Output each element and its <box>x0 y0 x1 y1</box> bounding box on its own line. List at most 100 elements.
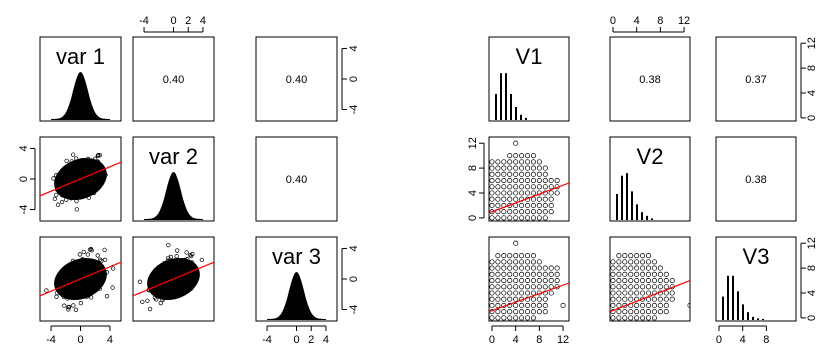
scatter-point <box>507 190 513 196</box>
scatter-point <box>58 178 64 183</box>
x-tick-label: 2 <box>185 15 191 27</box>
scatter-point <box>645 259 652 265</box>
scatter-point <box>513 140 519 146</box>
scatter-point <box>96 153 101 158</box>
scatter-point <box>168 254 173 260</box>
scatter-point <box>507 278 513 284</box>
scatter-point <box>77 252 82 257</box>
scatter-point <box>524 265 531 271</box>
scatter-point <box>610 278 616 284</box>
scatter-point <box>536 159 542 165</box>
scatter-point <box>519 271 525 277</box>
scatter-point <box>640 259 646 265</box>
scatter-point <box>542 165 548 171</box>
scatter-point <box>95 253 100 258</box>
scatter-point <box>542 302 548 308</box>
scatter-point <box>54 290 60 296</box>
x-tick-label: 12 <box>678 15 690 27</box>
scatter-point <box>519 302 525 308</box>
scatter-point <box>634 259 640 265</box>
scatter-point <box>651 265 657 271</box>
scatter-point <box>495 190 501 196</box>
correlation-value: 0.40 <box>163 74 184 86</box>
scatter-point <box>513 253 519 259</box>
scatter-point <box>95 159 100 164</box>
scatter-point <box>513 215 519 221</box>
y-tick-label: 0 <box>806 115 818 121</box>
density-curve <box>267 272 326 320</box>
scatter-point <box>181 275 186 280</box>
scatter-point <box>137 279 143 284</box>
scatter-point <box>55 202 61 207</box>
scatter-point <box>507 153 513 159</box>
scatter-point <box>554 265 560 271</box>
panel-2-2 <box>267 272 326 320</box>
scatter-point <box>519 259 525 265</box>
scatter-point <box>554 271 560 277</box>
scatter-point <box>91 280 97 286</box>
scatter-point <box>489 178 495 184</box>
scatter-point <box>199 257 205 263</box>
scatter-point <box>519 165 525 171</box>
scatter-point <box>89 278 94 283</box>
scatter-point <box>85 252 90 257</box>
scatter-point <box>185 257 190 262</box>
scatter-point <box>153 280 158 285</box>
scatter-point <box>616 253 622 259</box>
scatter-point <box>62 303 67 308</box>
scatter-point <box>71 175 76 180</box>
scatter-point <box>622 265 628 271</box>
scatter-point <box>610 315 616 321</box>
x-tick-label: 8 <box>657 15 663 27</box>
y-tick-label: 4 <box>18 145 30 151</box>
scatter-point <box>501 278 507 284</box>
scatter-point <box>657 309 663 315</box>
scatter-point <box>501 159 507 165</box>
scatter-point <box>530 253 536 259</box>
variable-label: var 2 <box>149 144 198 169</box>
scatter-point <box>495 278 501 284</box>
scatter-point <box>640 278 646 284</box>
scatter-point <box>519 184 525 190</box>
scatter-point <box>64 158 69 163</box>
scatter-point <box>536 309 542 315</box>
scatter-point <box>84 289 89 294</box>
scatter-point <box>69 159 74 164</box>
scatter-point <box>616 296 622 302</box>
scatter-point <box>507 309 513 315</box>
scatter-point <box>179 260 185 265</box>
scatter-point <box>495 159 501 165</box>
scatter-point <box>554 190 560 196</box>
scatter-point <box>74 207 80 212</box>
scatter-point <box>507 290 513 296</box>
scatter-point <box>176 291 181 296</box>
scatter-point <box>99 258 104 264</box>
y-tick-label: 4 <box>806 290 818 296</box>
scatter-point <box>81 262 86 267</box>
scatter-point <box>616 271 622 277</box>
scatter-point <box>507 259 513 265</box>
scatter-point <box>92 156 98 161</box>
scatter-point <box>536 184 542 190</box>
scatter-point <box>158 300 163 306</box>
scatter-point <box>54 173 59 178</box>
scatter-point <box>69 169 74 174</box>
scatter-point <box>542 265 548 271</box>
scatter-point <box>560 302 566 308</box>
scatter-point <box>495 196 501 202</box>
scatter-point <box>524 253 531 259</box>
scatter-point <box>536 215 542 221</box>
y-tick-label: 4 <box>467 190 479 196</box>
y-tick-label: 0 <box>18 176 30 182</box>
scatter-point <box>634 315 640 321</box>
scatter-point <box>519 215 525 221</box>
scatter-point <box>88 286 93 291</box>
panel-frame <box>609 36 691 122</box>
scatter-point <box>184 250 189 255</box>
scatter-point <box>548 178 554 184</box>
scatter-point <box>530 178 536 184</box>
scatter-point <box>495 171 501 177</box>
scatter-point <box>524 315 531 321</box>
scatter-point <box>64 268 69 273</box>
scatter-point <box>91 164 96 170</box>
